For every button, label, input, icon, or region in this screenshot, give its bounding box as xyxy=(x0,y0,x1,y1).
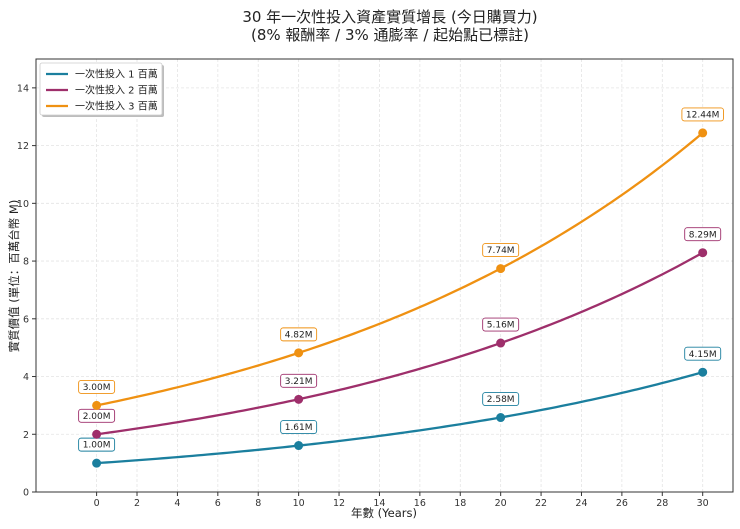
data-point-s1-y30 xyxy=(698,367,708,377)
data-point-s1-y20 xyxy=(496,413,506,423)
x-tick-label-26: 26 xyxy=(616,498,628,509)
data-label-box-s2-y10 xyxy=(280,373,318,388)
series-line-3 xyxy=(96,132,704,407)
data-point-s1-y10 xyxy=(294,441,304,451)
x-tick-label-24: 24 xyxy=(575,498,587,509)
series-line-2 xyxy=(96,251,704,436)
data-label-box-s3-y10 xyxy=(280,327,318,342)
data-label-box-s2-y30 xyxy=(684,227,722,242)
data-point-s3-y30 xyxy=(698,128,708,138)
legend-label-2: 一次性投入 2 百萬 xyxy=(75,84,158,97)
data-label-s2-y30: 8.29M xyxy=(689,230,717,240)
data-label-s1-y30: 4.15M xyxy=(689,350,717,360)
data-label-s2-y0: 2.00M xyxy=(83,412,111,422)
data-label-box-s3-y30 xyxy=(681,107,724,122)
data-label-box-s3-y20 xyxy=(482,243,520,258)
y-axis-label: 實質價值 (單位：百萬台幣 M) xyxy=(7,200,21,353)
chart-title: 30 年一次性投入資產實質增長 (今日購買力) xyxy=(242,8,537,26)
data-label-s1-y0: 1.00M xyxy=(83,441,111,451)
x-tick-label-8: 8 xyxy=(255,498,261,509)
data-point-s3-y20 xyxy=(496,264,506,274)
x-tick-label-2: 2 xyxy=(134,498,140,509)
x-tick-label-4: 4 xyxy=(174,498,180,509)
y-tick-label-2: 2 xyxy=(23,430,29,441)
series-line-1 xyxy=(96,371,704,465)
y-tick-label-4: 4 xyxy=(23,372,29,383)
plot-area xyxy=(36,59,733,492)
data-label-s2-y10: 3.21M xyxy=(285,377,313,387)
data-label-s3-y10: 4.82M xyxy=(285,330,313,340)
legend-label-3: 一次性投入 3 百萬 xyxy=(75,100,158,113)
x-tick-label-6: 6 xyxy=(215,498,221,509)
y-tick-label-8: 8 xyxy=(23,257,29,268)
x-tick-label-0: 0 xyxy=(94,498,100,509)
data-point-s3-y10 xyxy=(294,348,304,358)
legend-box xyxy=(39,62,163,116)
x-tick-label-12: 12 xyxy=(333,498,345,509)
y-tick-label-0: 0 xyxy=(23,488,29,499)
data-label-s3-y30: 12.44M xyxy=(686,110,720,120)
x-tick-label-10: 10 xyxy=(293,498,305,509)
x-tick-label-20: 20 xyxy=(495,498,507,509)
x-tick-label-22: 22 xyxy=(535,498,547,509)
y-tick-label-12: 12 xyxy=(17,141,29,152)
data-label-s3-y0: 3.00M xyxy=(83,383,111,393)
data-point-s3-y0 xyxy=(92,400,102,410)
data-label-box-s1-y10 xyxy=(280,420,318,434)
y-tick-label-14: 14 xyxy=(17,83,29,94)
y-tick-label-10: 10 xyxy=(17,199,29,210)
data-label-box-s1-y30 xyxy=(684,346,722,361)
data-point-s2-y0 xyxy=(92,429,102,439)
x-tick-label-14: 14 xyxy=(373,498,385,509)
x-tick-label-18: 18 xyxy=(454,498,466,509)
data-point-s2-y10 xyxy=(294,394,304,404)
data-point-s2-y20 xyxy=(496,338,506,348)
y-tick-label-6: 6 xyxy=(23,314,29,325)
data-label-box-s3-y0 xyxy=(78,379,116,394)
data-label-s3-y20: 7.74M xyxy=(487,246,515,256)
plot-frame xyxy=(35,58,734,493)
x-tick-label-16: 16 xyxy=(414,498,426,509)
x-tick-label-28: 28 xyxy=(656,498,668,509)
chart-subtitle: (8% 報酬率 / 3% 通膨率 / 起始點已標註) xyxy=(251,26,529,44)
legend-label-1: 一次性投入 1 百萬 xyxy=(75,68,158,81)
data-label-s2-y20: 5.16M xyxy=(487,321,515,331)
data-label-box-s1-y20 xyxy=(482,392,520,406)
data-label-s1-y20: 2.58M xyxy=(487,395,515,405)
data-point-s1-y0 xyxy=(92,458,102,468)
data-label-box-s2-y20 xyxy=(482,317,520,332)
x-tick-label-30: 30 xyxy=(697,498,709,509)
x-axis-label: 年數 (Years) xyxy=(351,506,417,520)
data-label-s1-y10: 1.61M xyxy=(285,423,313,433)
data-point-s2-y30 xyxy=(698,248,708,258)
